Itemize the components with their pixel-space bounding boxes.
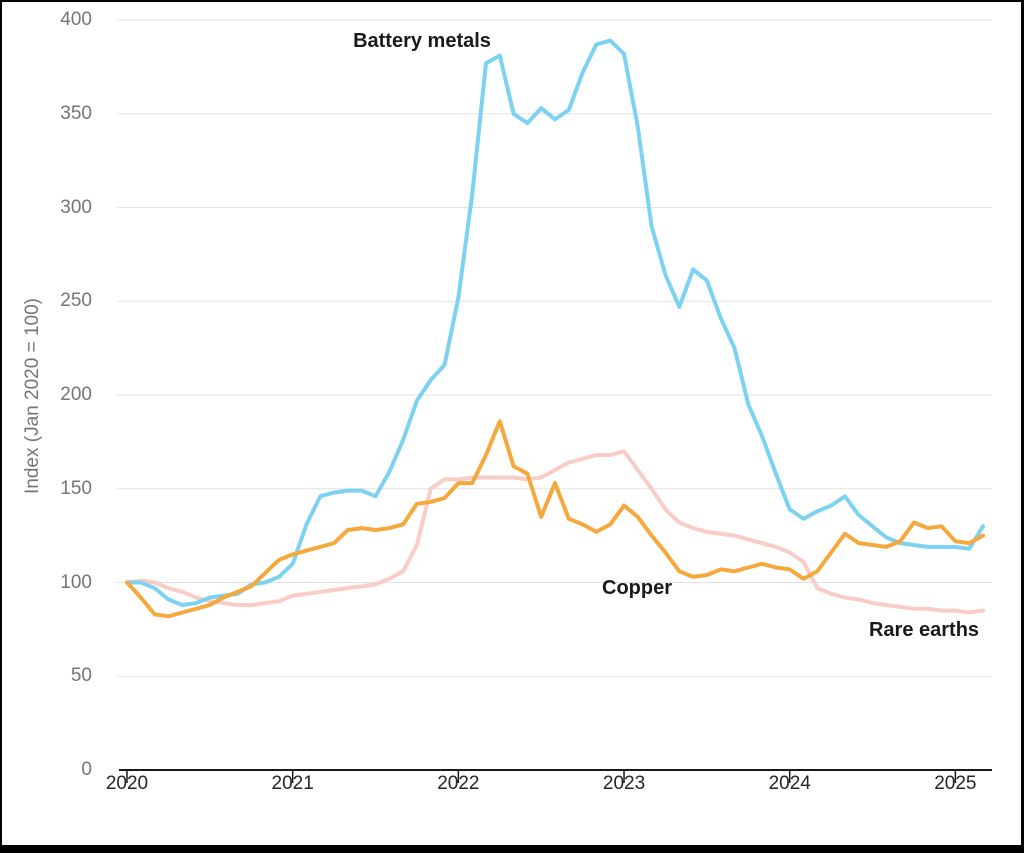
x-axis-ticks: [126, 770, 957, 783]
y-tick-label: 200: [60, 384, 92, 405]
series-label-copper: Copper: [602, 577, 672, 599]
y-tick-label: 150: [60, 477, 92, 499]
x-tick-label: 2022: [437, 773, 480, 794]
x-tick-label: 2023: [602, 773, 646, 794]
series-line-copper: [125, 419, 985, 619]
series-line-battery-metals: [125, 38, 985, 607]
y-tick-label: 0: [81, 759, 92, 780]
series-line-rare-earths: [125, 449, 985, 615]
y-axis-title: Index (Jan 2020 = 100): [22, 298, 43, 494]
y-tick-label: 250: [60, 290, 92, 312]
y-tick-label: 300: [60, 196, 92, 218]
x-tick-label: 2025: [934, 773, 977, 794]
y-tick-label: 400: [60, 9, 92, 30]
y-tick-label: 50: [70, 665, 92, 687]
x-tick-label: 2021: [271, 773, 314, 794]
series-label-battery-metals: Battery metals: [353, 30, 491, 52]
y-tick-label: 100: [60, 571, 92, 593]
x-tick-label: 2024: [768, 773, 811, 794]
series-label-rare-earths: Rare earths: [868, 619, 980, 641]
y-tick-label: 350: [60, 102, 92, 124]
x-tick-label: 2020: [105, 773, 149, 794]
